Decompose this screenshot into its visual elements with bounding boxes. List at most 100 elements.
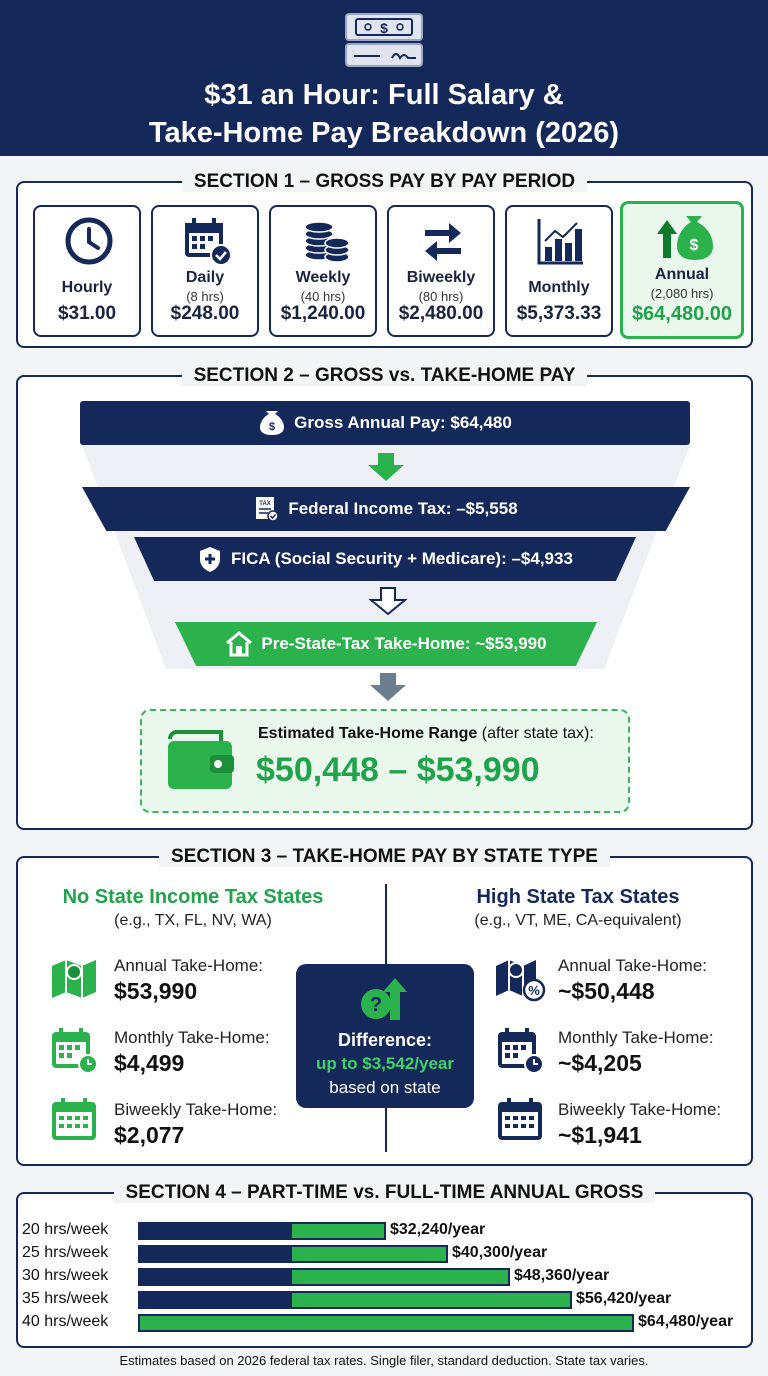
left-biweekly-value: $2,077 <box>114 1122 185 1148</box>
bar-fill <box>292 1293 570 1307</box>
map-percent-icon: % <box>496 960 546 1002</box>
title-line-1: $31 an Hour: Full Salary & <box>204 79 564 111</box>
left-monthly-value: $4,499 <box>114 1050 185 1076</box>
section-part-vs-full-time: SECTION 4 – PART-TIME vs. FULL-TIME ANNU… <box>16 1182 753 1348</box>
svg-text:%: % <box>528 983 540 998</box>
wallet-icon <box>168 730 234 789</box>
bar-label: 30 hrs/week <box>22 1267 109 1284</box>
calendar-icon <box>498 1098 542 1140</box>
pre-state-takehome-bar: Pre-State-Tax Take-Home: ~$53,990 <box>175 622 597 666</box>
difference-label: Difference: <box>337 1030 433 1050</box>
left-biweekly-label: Biweekly Take-Home: <box>114 1100 278 1119</box>
bar-label: 35 hrs/week <box>22 1290 109 1307</box>
calendar-clock-icon <box>52 1028 98 1074</box>
section-gross-vs-takehome: SECTION 2 – GROSS vs. TAKE-HOME PAY $ Gr… <box>16 365 753 830</box>
section-by-state-type: SECTION 3 – TAKE-HOME PAY BY STATE TYPE … <box>16 846 753 1166</box>
right-biweekly-label: Biweekly Take-Home: <box>558 1100 722 1119</box>
bar-label: 25 hrs/week <box>22 1244 109 1261</box>
bar-mark <box>138 1245 448 1263</box>
svg-text:$: $ <box>269 421 275 433</box>
right-monthly-value: ~$4,205 <box>558 1050 642 1076</box>
card-sub: (40 hrs) <box>300 289 346 304</box>
map-icon <box>52 960 96 998</box>
arrow-down-outline-icon <box>368 587 408 615</box>
card-monthly: Monthly $5,373.33 <box>505 205 613 337</box>
calendar-icon <box>52 1098 96 1140</box>
card-annual: $ Annual (2,080 hrs) $64,480.00 <box>620 201 744 339</box>
card-value: $31.00 <box>57 303 117 324</box>
bar-value-label: $40,300/year <box>452 1244 548 1261</box>
bar-fill <box>140 1316 632 1330</box>
gross-pay-bar: $ Gross Annual Pay: $64,480 <box>80 401 690 445</box>
swap-arrows-icon <box>425 223 461 261</box>
bar-fill <box>292 1247 446 1261</box>
gross-pay-text: Gross Annual Pay: $64,480 <box>294 413 512 432</box>
card-label: Annual <box>654 266 710 283</box>
left-annual-value: $53,990 <box>114 978 198 1004</box>
svg-text:TAX: TAX <box>260 501 272 507</box>
pre-state-takehome-text: Pre-State-Tax Take-Home: ~$53,990 <box>261 634 547 653</box>
card-biweekly: Biweekly (80 hrs) $2,480.00 <box>387 205 495 337</box>
card-daily: Daily (8 hrs) $248.00 <box>151 205 259 337</box>
card-sub: (2,080 hrs) <box>650 286 714 301</box>
no-tax-sub: (e.g., TX, FL, NV, WA) <box>114 912 272 929</box>
right-monthly-label: Monthly Take-Home: <box>558 1028 714 1047</box>
footnote: Estimates based on 2026 federal tax rate… <box>119 1353 649 1368</box>
bar-chart-icon <box>537 219 583 265</box>
high-tax-heading: High State Tax States <box>476 886 680 908</box>
question-arrow-up-icon: ? <box>361 978 407 1020</box>
house-icon <box>226 631 253 657</box>
bar-mark <box>138 1222 386 1240</box>
bar-value-label: $48,360/year <box>514 1267 610 1284</box>
card-label: Monthly <box>528 279 590 296</box>
card-label: Biweekly <box>406 269 476 286</box>
title-line-2: Take-Home Pay Breakdown (2026) <box>148 117 620 149</box>
right-annual-value: ~$50,448 <box>558 978 655 1004</box>
right-biweekly-value: ~$1,941 <box>558 1122 642 1148</box>
money-bag-up-icon: $ <box>657 216 713 260</box>
takehome-range-box: Estimated Take-Home Range (after state t… <box>140 709 630 813</box>
svg-text:$: $ <box>380 20 388 36</box>
paycheck-icon: $ <box>345 13 423 67</box>
fica-bar: FICA (Social Security + Medicare): –$4,9… <box>134 537 636 581</box>
card-value: $2,480.00 <box>398 303 484 324</box>
section-gross-by-period: SECTION 1 – GROSS PAY BY PAY PERIOD Hour… <box>16 171 753 348</box>
bar-mark <box>138 1268 510 1286</box>
card-value: $64,480.00 <box>631 303 733 325</box>
bar-value-label: $56,420/year <box>576 1290 672 1307</box>
bar-value-label: $32,240/year <box>390 1221 486 1238</box>
svg-text:$: $ <box>690 237 699 254</box>
calendar-clock-icon <box>498 1028 544 1074</box>
bar-mark <box>138 1291 572 1309</box>
left-annual-label: Annual Take-Home: <box>114 956 263 975</box>
high-tax-sub: (e.g., VT, ME, CA-equivalent) <box>474 912 682 929</box>
page-header: $ $31 an Hour: Full Salary & Take-Home P… <box>0 0 768 156</box>
bar-label: 20 hrs/week <box>22 1221 109 1238</box>
card-value: $5,373.33 <box>516 303 602 324</box>
bar-label: 40 hrs/week <box>22 1313 109 1330</box>
card-label: Weekly <box>295 269 351 286</box>
arrow-down-icon <box>368 453 404 481</box>
card-sub: (80 hrs) <box>418 289 464 304</box>
bar-fill <box>292 1224 384 1238</box>
card-sub: (8 hrs) <box>186 289 224 304</box>
bar-fill <box>292 1270 508 1284</box>
difference-value: up to $3,542/year <box>316 1054 454 1073</box>
section-3-title: SECTION 3 – TAKE-HOME PAY BY STATE TYPE <box>18 845 751 869</box>
card-weekly: Weekly (40 hrs) $1,240.00 <box>269 205 377 337</box>
range-label: Estimated Take-Home Range (after state t… <box>258 725 594 742</box>
bar-value-label: $64,480/year <box>638 1313 734 1330</box>
federal-tax-text: Federal Income Tax: –$5,558 <box>288 499 518 518</box>
calendar-check-icon <box>185 218 232 266</box>
arrow-down-gray-icon <box>370 673 406 701</box>
no-tax-heading: No State Income Tax States <box>62 886 324 908</box>
page-title: $31 an Hour: Full Salary & Take-Home Pay… <box>0 76 768 152</box>
card-label: Daily <box>185 269 225 286</box>
right-annual-label: Annual Take-Home: <box>558 956 707 975</box>
shield-plus-icon <box>200 547 221 572</box>
card-hourly: Hourly $31.00 <box>33 205 141 337</box>
card-value: $1,240.00 <box>280 303 366 324</box>
difference-box: ? Difference: up to $3,542/year based on… <box>296 964 474 1108</box>
section-1-title: SECTION 1 – GROSS PAY BY PAY PERIOD <box>18 170 751 194</box>
left-monthly-label: Monthly Take-Home: <box>114 1028 270 1047</box>
